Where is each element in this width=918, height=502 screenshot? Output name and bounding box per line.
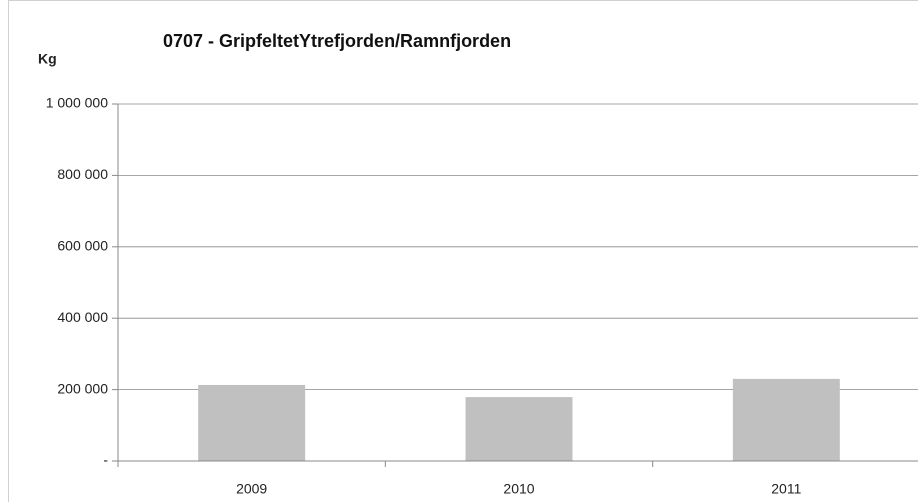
chart-title: 0707 - GripfeltetYtrefjorden/Ramnfjorden xyxy=(163,31,511,51)
y-tick-label: 200 000 xyxy=(57,380,108,396)
x-tick-label: 2011 xyxy=(771,481,801,497)
y-axis-label: Kg xyxy=(38,51,57,67)
y-tick-label: 600 000 xyxy=(57,238,108,254)
y-tick-label: 800 000 xyxy=(57,166,108,182)
bar xyxy=(198,384,306,461)
bar xyxy=(465,397,573,461)
y-tick-label: 400 000 xyxy=(57,309,108,325)
x-tick-label: 2010 xyxy=(503,481,534,497)
bar xyxy=(732,378,840,461)
y-tick-label: - xyxy=(103,452,108,468)
x-tick-label: 2009 xyxy=(236,481,267,497)
y-tick-label: 1 000 000 xyxy=(46,95,108,111)
